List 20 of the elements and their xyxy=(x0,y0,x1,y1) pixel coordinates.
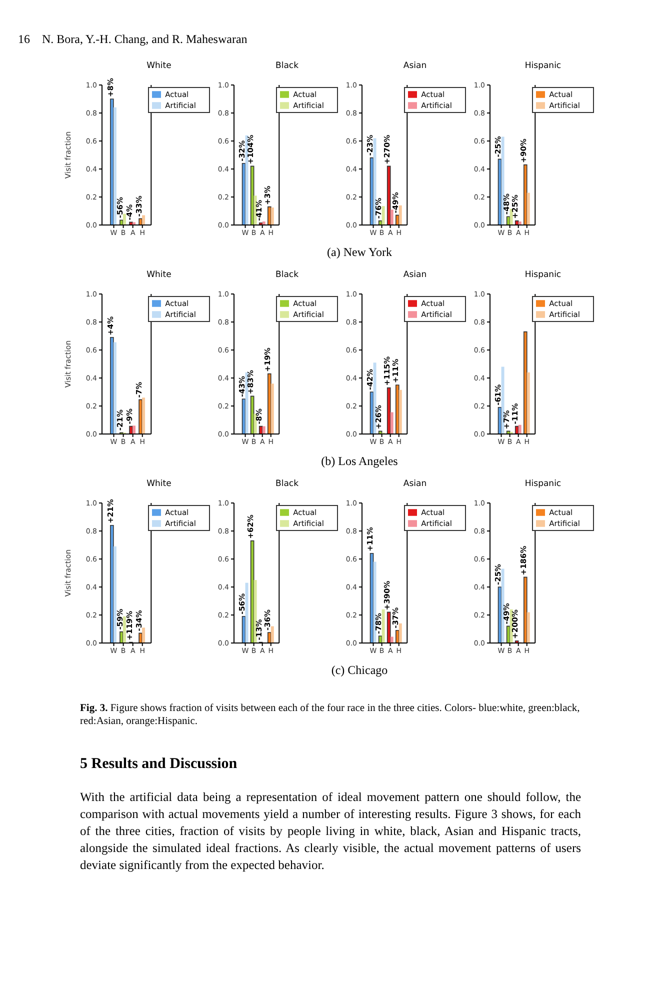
chart-title: Hispanic xyxy=(524,270,562,282)
chart-title: Black xyxy=(274,479,300,491)
text: With the artificial data being a representation of ideal movement pattern one should follow, the comparison with actual movements yield a number of interesting results. Figure 3 shows, for each of the three cities, fraction of visits by people living in white, black, Asian and Hispanic tracts, alongside the simulated ideal fractions. As clearly visible, the actual movement patterns of users deviate significantly from the expected behavior. xyxy=(80,789,581,874)
chart-title: Hispanic xyxy=(524,479,562,491)
text: (c) Chicago xyxy=(330,663,389,678)
chart-title: Asian xyxy=(402,479,428,491)
chart-title: Asian xyxy=(402,270,428,282)
chart-title: White xyxy=(146,270,172,282)
chart-title: Black xyxy=(274,270,300,282)
chart-title: Black xyxy=(274,61,300,73)
text: N. Bora, Y.-H. Chang, and R. Maheswaran xyxy=(42,32,248,46)
text: (b) Los Angeles xyxy=(320,454,399,469)
text: 5 Results and Discussion xyxy=(80,756,238,773)
chart-title: Asian xyxy=(402,61,428,73)
text: 16 xyxy=(18,32,30,46)
caption: Fig. 3. xyxy=(80,703,108,714)
text: (a) New York xyxy=(326,245,393,260)
chart-title: White xyxy=(146,61,172,73)
chart-title: White xyxy=(146,479,172,491)
chart-title: Hispanic xyxy=(524,61,562,73)
